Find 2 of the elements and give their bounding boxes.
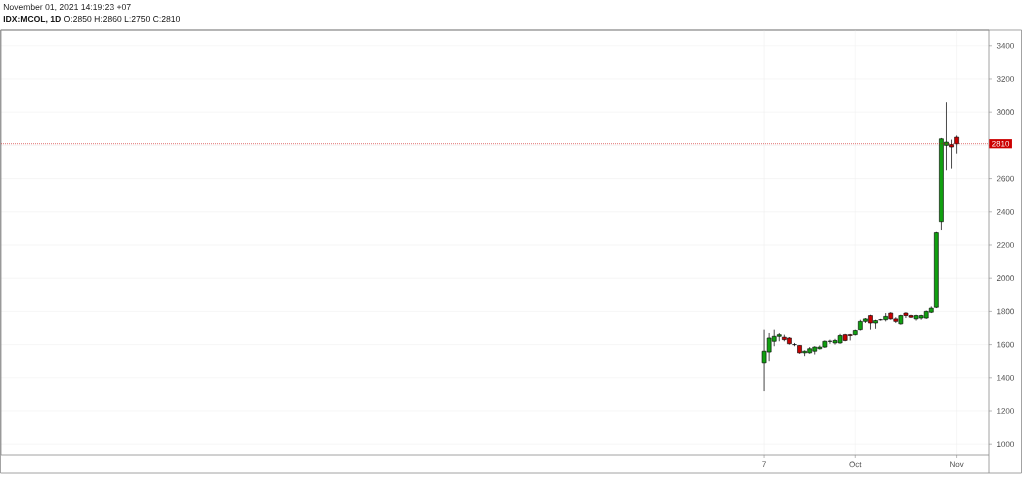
text: IDX:MCOL, 1D O:2850 H:2860 L:2750 C:2810	[3, 16, 180, 24]
text: November 01, 2021 14:19:23 +07	[3, 3, 131, 12]
